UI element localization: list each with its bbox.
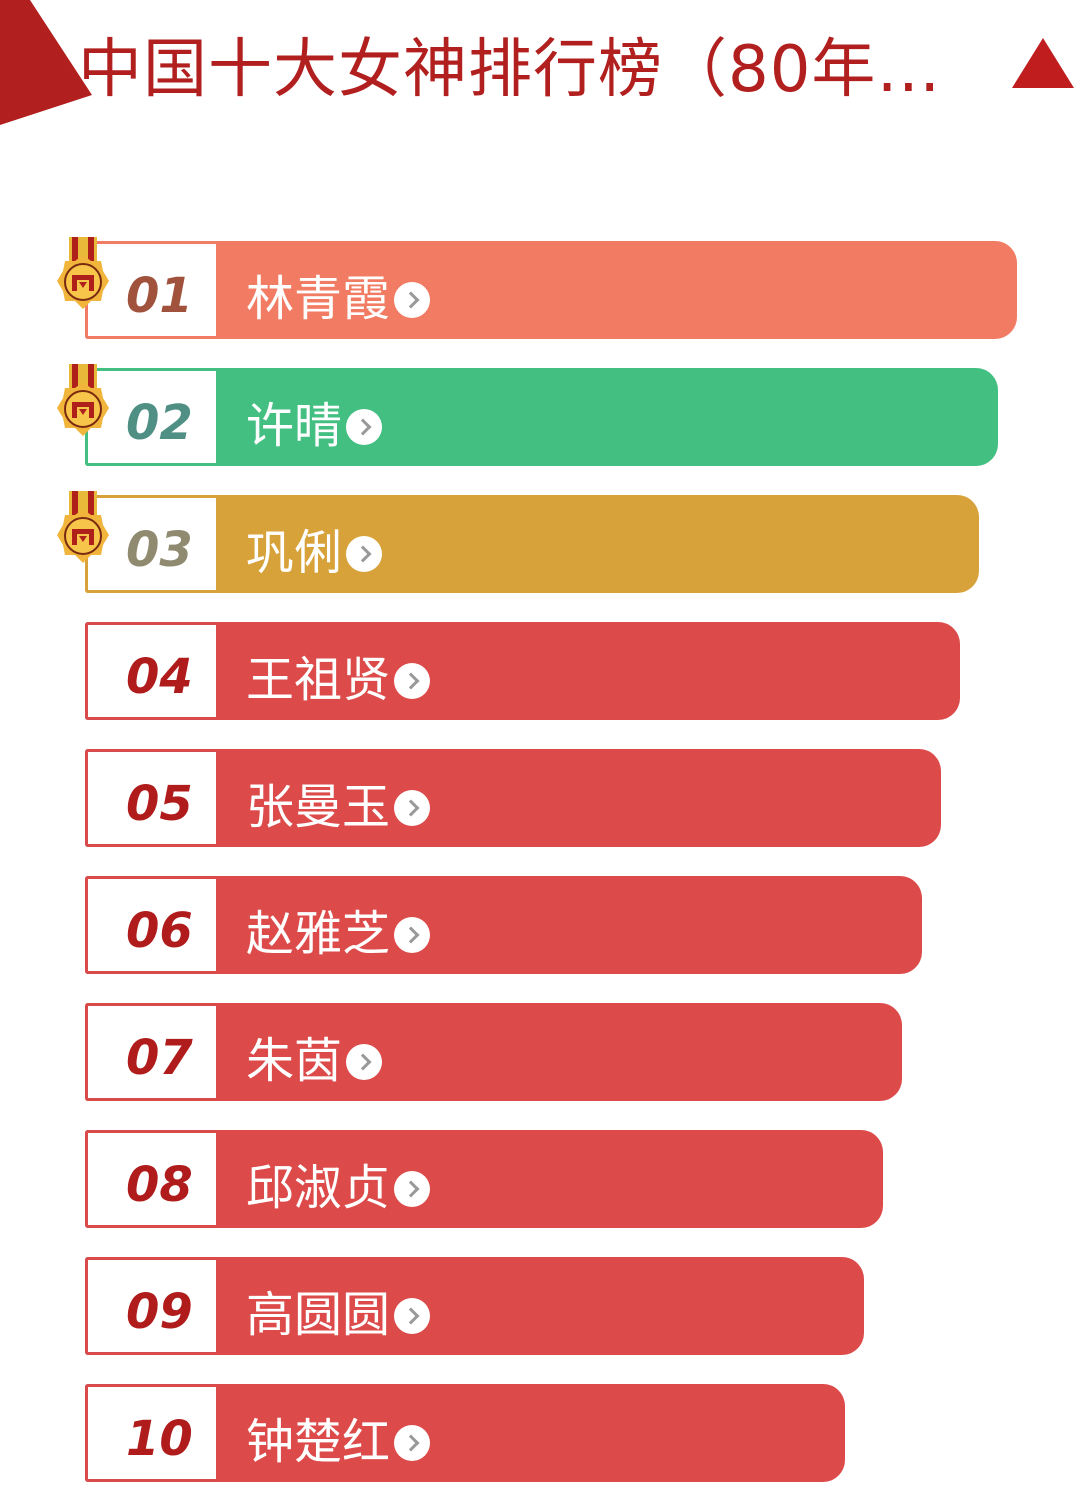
rank-number: 09 — [126, 1284, 193, 1340]
ranking-item[interactable]: 01 林青霞 — [57, 237, 1017, 339]
rank-number: 08 — [126, 1157, 193, 1213]
name-label: 林青霞 — [246, 271, 391, 327]
ranking-item[interactable]: 04 王祖贤 — [85, 622, 960, 720]
ranking-item[interactable]: 10 钟楚红 — [85, 1384, 846, 1482]
ranking-item[interactable]: 03 巩俐 — [57, 491, 979, 593]
name-label: 高圆圆 — [246, 1287, 391, 1343]
rank-number: 07 — [126, 1030, 193, 1086]
rank-box: 06 — [85, 876, 216, 974]
page-title: 中国十大女神排行榜（80年… — [78, 33, 942, 107]
chevron-right-icon[interactable] — [394, 1298, 431, 1334]
chevron-right-icon[interactable] — [394, 790, 431, 826]
rank-box: 05 — [85, 749, 216, 847]
ranking-item[interactable]: 05 张曼玉 — [85, 749, 941, 847]
rank-box: 03 — [85, 495, 216, 593]
rank-number: 10 — [126, 1411, 193, 1467]
rank-box: 02 — [85, 368, 216, 466]
rank-number: 05 — [126, 776, 193, 832]
rank-box: 09 — [85, 1257, 216, 1355]
name-label: 朱茵 — [246, 1033, 343, 1089]
medal-icon — [57, 237, 109, 309]
name-label: 王祖贤 — [246, 652, 391, 708]
chevron-right-icon[interactable] — [394, 1425, 431, 1461]
rank-box: 10 — [85, 1384, 216, 1482]
name-bar[interactable]: 张曼玉 — [216, 749, 941, 847]
name-label: 许晴 — [246, 398, 343, 454]
rank-box: 04 — [85, 622, 216, 720]
name-label: 邱淑贞 — [246, 1160, 391, 1216]
ranking-item[interactable]: 07 朱茵 — [85, 1003, 903, 1101]
chevron-right-icon[interactable] — [346, 536, 383, 572]
name-label: 钟楚红 — [246, 1414, 391, 1470]
name-bar[interactable]: 邱淑贞 — [216, 1130, 884, 1228]
name-bar[interactable]: 许晴 — [216, 368, 998, 466]
rank-number: 01 — [126, 268, 193, 324]
chevron-right-icon[interactable] — [394, 917, 431, 953]
name-bar[interactable]: 高圆圆 — [216, 1257, 865, 1355]
chevron-right-icon[interactable] — [394, 1171, 431, 1207]
corner-decoration — [0, 0, 92, 125]
rank-number: 02 — [126, 395, 193, 451]
chevron-right-icon[interactable] — [346, 1044, 383, 1080]
rank-number: 03 — [126, 522, 193, 578]
rank-box: 08 — [85, 1130, 216, 1228]
chevron-right-icon[interactable] — [394, 282, 431, 318]
ranking-item[interactable]: 08 邱淑贞 — [85, 1130, 884, 1228]
name-label: 巩俐 — [246, 525, 343, 581]
rank-number: 06 — [126, 903, 193, 959]
ranking-item[interactable]: 09 高圆圆 — [85, 1257, 865, 1355]
chevron-right-icon[interactable] — [394, 663, 431, 699]
name-bar[interactable]: 林青霞 — [216, 241, 1017, 339]
medal-icon — [57, 364, 109, 436]
name-label: 张曼玉 — [246, 779, 391, 835]
ranking-item[interactable]: 06 赵雅芝 — [85, 876, 922, 974]
chevron-right-icon[interactable] — [346, 409, 383, 445]
name-bar[interactable]: 朱茵 — [216, 1003, 903, 1101]
medal-icon — [57, 491, 109, 563]
ranking-item[interactable]: 02 许晴 — [57, 364, 998, 466]
rank-box: 07 — [85, 1003, 216, 1101]
name-bar[interactable]: 巩俐 — [216, 495, 979, 593]
rank-number: 04 — [126, 649, 193, 705]
triangle-up-icon[interactable] — [1012, 38, 1074, 90]
name-bar[interactable]: 赵雅芝 — [216, 876, 922, 974]
name-label: 赵雅芝 — [246, 906, 391, 962]
name-bar[interactable]: 王祖贤 — [216, 622, 960, 720]
name-bar[interactable]: 钟楚红 — [216, 1384, 846, 1482]
